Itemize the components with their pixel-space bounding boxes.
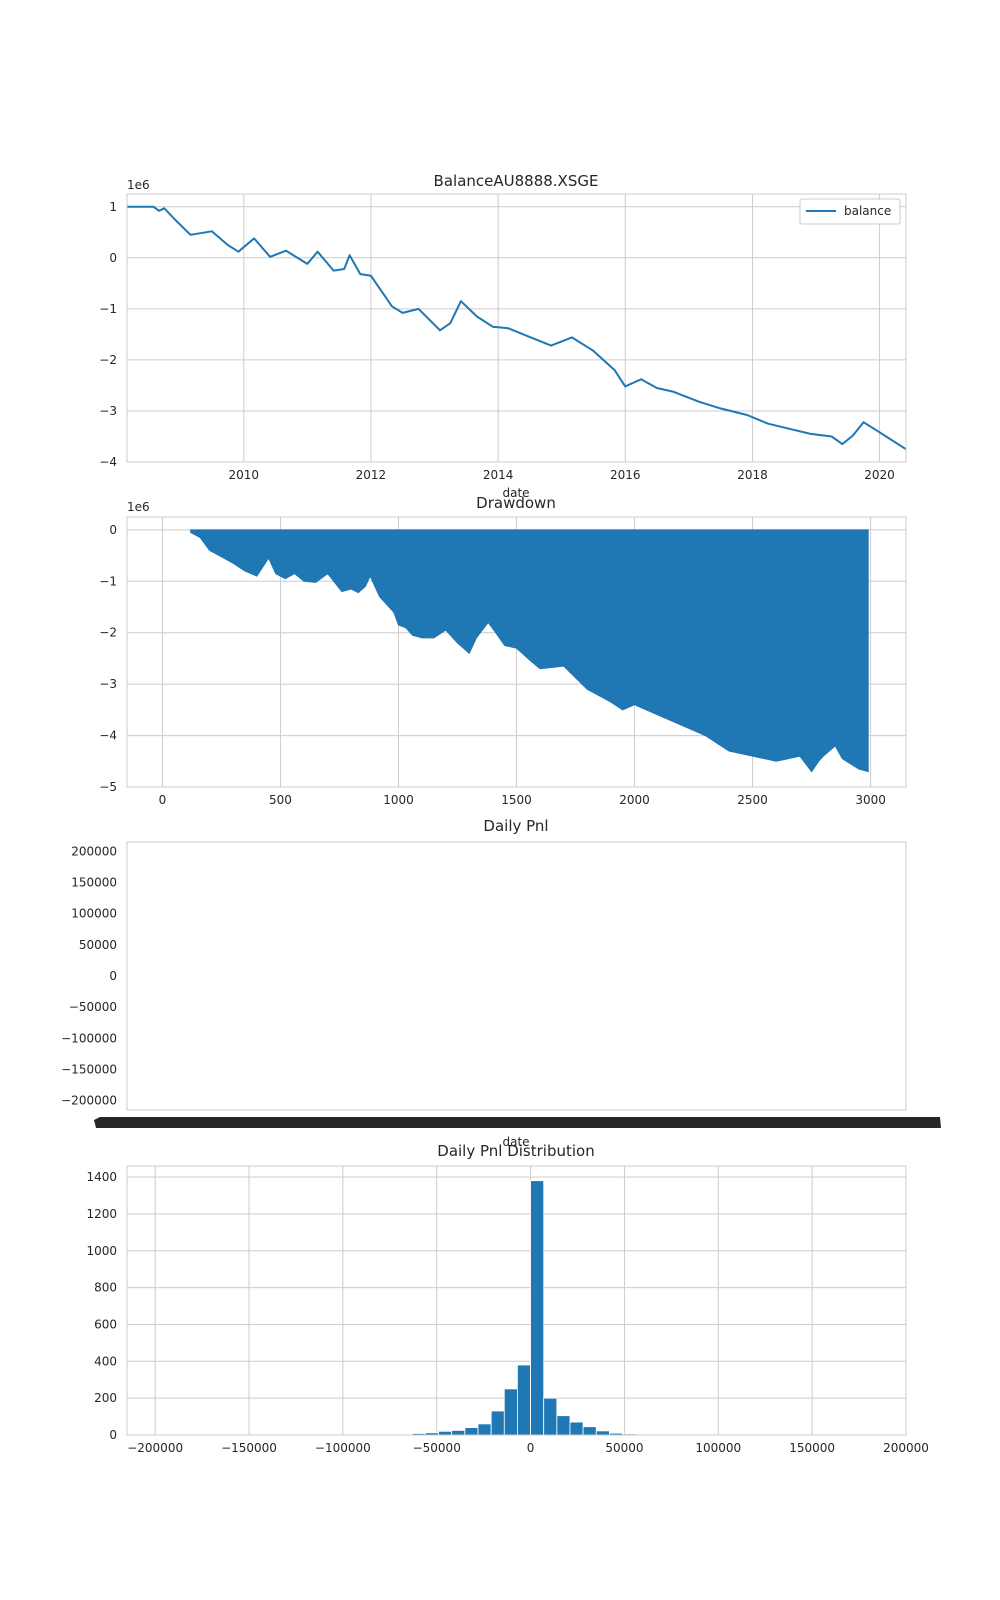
balance-y-tick-label: −3: [99, 404, 117, 418]
balance-legend: balance: [799, 198, 901, 225]
pnl-distribution-chart-title: Daily Pnl Distribution: [437, 1142, 594, 1160]
drawdown-chart: Drawdown 1e6 0 500 1000 1500 2000 2500 3000 −5 −…: [99, 494, 907, 807]
distribution-y-tick-label: 600: [94, 1317, 117, 1331]
balance-series-line: [127, 205, 907, 451]
distribution-x-tick-label: 0: [527, 1441, 535, 1455]
distribution-x-tick-label: −200000: [127, 1441, 183, 1455]
histogram-bar: [503, 1388, 518, 1436]
distribution-y-tick-label: 800: [94, 1281, 117, 1295]
distribution-y-tick-label: 200: [94, 1391, 117, 1405]
balance-x-axis-label: date: [502, 486, 529, 500]
daily-pnl-plot-frame: [126, 841, 907, 1111]
histogram-bar: [530, 1180, 545, 1436]
drawdown-y-tick-label: −4: [99, 729, 117, 743]
histogram-bar: [490, 1410, 505, 1436]
daily-pnl-y-tick-label: −100000: [61, 1031, 117, 1045]
balance-x-tick-label: 2016: [610, 468, 641, 482]
balance-y-tick-label: 0: [109, 251, 117, 265]
daily-pnl-x-axis-label: date: [502, 1135, 529, 1149]
balance-plot-frame: [126, 193, 907, 463]
drawdown-y-tick-label: −3: [99, 677, 117, 691]
drawdown-y-tick-label: 0: [109, 523, 117, 537]
balance-y-tick-label: −1: [99, 302, 117, 316]
drawdown-y-tick-label: −1: [99, 574, 117, 588]
distribution-y-tick-label: 400: [94, 1354, 117, 1368]
daily-pnl-chart-title: Daily Pnl: [483, 817, 548, 835]
drawdown-x-tick-label: 1500: [501, 793, 532, 807]
legend-frame: [799, 198, 901, 225]
drawdown-x-tick-label: 2500: [737, 793, 768, 807]
legend-label-balance: balance: [844, 204, 891, 218]
balance-y-offset-label: 1e6: [127, 178, 150, 192]
balance-y-tick-label: 1: [109, 200, 117, 214]
drawdown-y-tick-label: −5: [99, 780, 117, 794]
balance-x-tick-label: 2012: [356, 468, 387, 482]
overlapping-date-labels-band: [94, 1117, 941, 1128]
distribution-y-tick-label: 0: [109, 1428, 117, 1442]
balance-x-tick-label: 2020: [864, 468, 895, 482]
histogram-bar: [543, 1397, 558, 1436]
distribution-y-tick-label: 1200: [86, 1207, 117, 1221]
daily-pnl-y-tick-label: 200000: [71, 844, 117, 858]
balance-chart: BalanceAU8888.XSGE 1e6 2010 2012 2014 2016 2…: [99, 172, 907, 500]
distribution-x-tick-label: 150000: [789, 1441, 835, 1455]
daily-pnl-y-tick-label: −50000: [69, 1000, 117, 1014]
balance-x-tick-label: 2010: [229, 468, 260, 482]
histogram-bar: [438, 1430, 453, 1436]
daily-pnl-chart: Daily Pnl −200000 −150000 −100000 −50000 0 50…: [61, 817, 941, 1149]
daily-pnl-y-tick-label: −200000: [61, 1094, 117, 1108]
histogram-bar: [464, 1427, 479, 1436]
balance-y-tick-label: −2: [99, 353, 117, 367]
histogram-bar: [517, 1364, 531, 1436]
distribution-x-tick-label: 50000: [605, 1441, 643, 1455]
drawdown-x-tick-label: 500: [269, 793, 292, 807]
distribution-x-tick-label: 200000: [883, 1441, 929, 1455]
histogram-bar: [451, 1430, 466, 1436]
pnl-distribution-chart: Daily Pnl Distribution −200000 −150000 −10…: [86, 1142, 928, 1455]
distribution-x-tick-label: −100000: [315, 1441, 371, 1455]
balance-y-tick-label: −4: [99, 455, 117, 469]
drawdown-x-tick-label: 0: [159, 793, 167, 807]
distribution-y-tick-label: 1400: [86, 1170, 117, 1184]
histogram-bar: [595, 1430, 610, 1436]
drawdown-y-offset-label: 1e6: [127, 500, 150, 514]
distribution-x-tick-label: 100000: [695, 1441, 741, 1455]
balance-chart-title: BalanceAU8888.XSGE: [434, 172, 599, 190]
drawdown-area: [190, 529, 869, 773]
daily-pnl-y-tick-label: −150000: [61, 1062, 117, 1076]
distribution-y-tick-label: 1000: [86, 1244, 117, 1258]
daily-pnl-y-tick-label: 100000: [71, 907, 117, 921]
distribution-x-tick-label: −150000: [221, 1441, 277, 1455]
drawdown-x-tick-label: 3000: [855, 793, 886, 807]
drawdown-x-tick-label: 1000: [383, 793, 414, 807]
daily-pnl-y-tick-label: 0: [109, 969, 117, 983]
drawdown-y-tick-label: −2: [99, 626, 117, 640]
balance-x-tick-label: 2014: [483, 468, 514, 482]
histogram-bar: [477, 1423, 492, 1436]
daily-pnl-y-tick-label: 150000: [71, 876, 117, 890]
drawdown-plot-frame: [126, 516, 907, 788]
histogram-bar: [582, 1426, 597, 1436]
daily-pnl-overlapping-date-labels: [94, 1117, 941, 1128]
pnl-distribution-plot-frame: [126, 1165, 907, 1436]
histogram-bar: [569, 1421, 584, 1436]
balance-x-tick-label: 2018: [737, 468, 768, 482]
histogram-bar: [556, 1415, 571, 1436]
drawdown-chart-title: Drawdown: [476, 494, 556, 512]
drawdown-x-tick-label: 2000: [619, 793, 650, 807]
distribution-x-tick-label: −50000: [413, 1441, 461, 1455]
daily-pnl-y-tick-label: 50000: [79, 938, 117, 952]
